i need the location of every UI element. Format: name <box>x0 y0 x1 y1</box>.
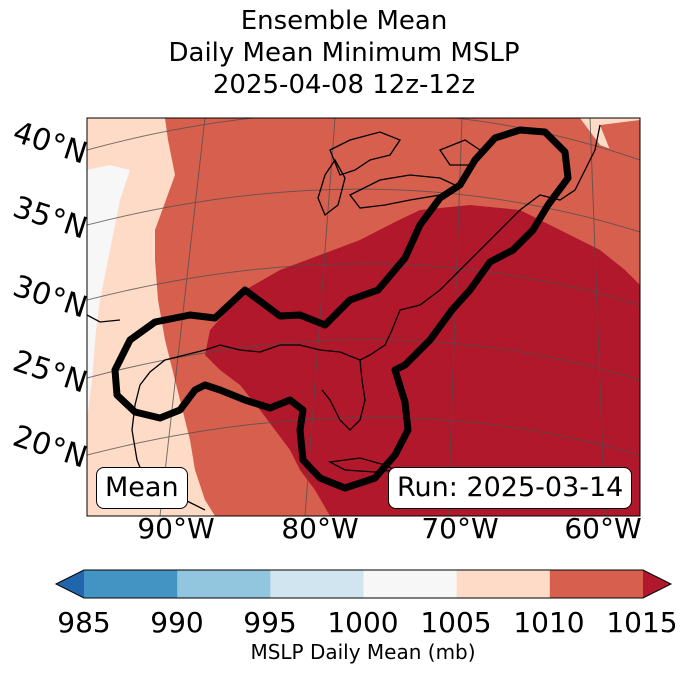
colorbar-segment <box>363 570 458 598</box>
title-line-1: Ensemble Mean <box>240 6 448 36</box>
title-line-2: Daily Mean Minimum MSLP <box>168 38 520 68</box>
lon-label-80w: 80°W <box>281 512 359 545</box>
colorbar-tick-1015: 1015 <box>606 606 678 639</box>
colorbar-tick-985: 985 <box>57 606 111 639</box>
colorbar-segment <box>270 570 364 598</box>
colorbar-segment <box>84 570 178 598</box>
field-above-1015 <box>205 205 640 516</box>
colorbar-tick-1000: 1000 <box>327 606 399 639</box>
run-box: Run: 2025-03-14 <box>388 467 633 509</box>
field-1000-1005 <box>87 165 130 420</box>
colorbar-segment <box>456 570 551 598</box>
colorbar-tick-990: 990 <box>150 606 204 639</box>
map-frame <box>86 117 641 517</box>
colorbar-tick-995: 995 <box>243 606 297 639</box>
contour-line <box>111 126 572 492</box>
mean-box: Mean <box>96 467 188 509</box>
title-line-3: 2025-04-08 12z-12z <box>212 70 476 100</box>
colorbar-extend-low <box>56 570 84 598</box>
colorbar-tick-1010: 1010 <box>513 606 585 639</box>
colorbar-segment <box>549 570 644 598</box>
colorbar-label: MSLP Daily Mean (mb) <box>250 640 476 664</box>
lon-label-70w: 70°W <box>421 512 499 545</box>
colorbar-segment <box>177 570 271 598</box>
colorbar <box>54 569 673 599</box>
lon-label-90w: 90°W <box>137 512 215 545</box>
lon-label-60w: 60°W <box>564 512 642 545</box>
colorbar-tick-1005: 1005 <box>420 606 492 639</box>
colorbar-extend-high <box>643 570 671 598</box>
